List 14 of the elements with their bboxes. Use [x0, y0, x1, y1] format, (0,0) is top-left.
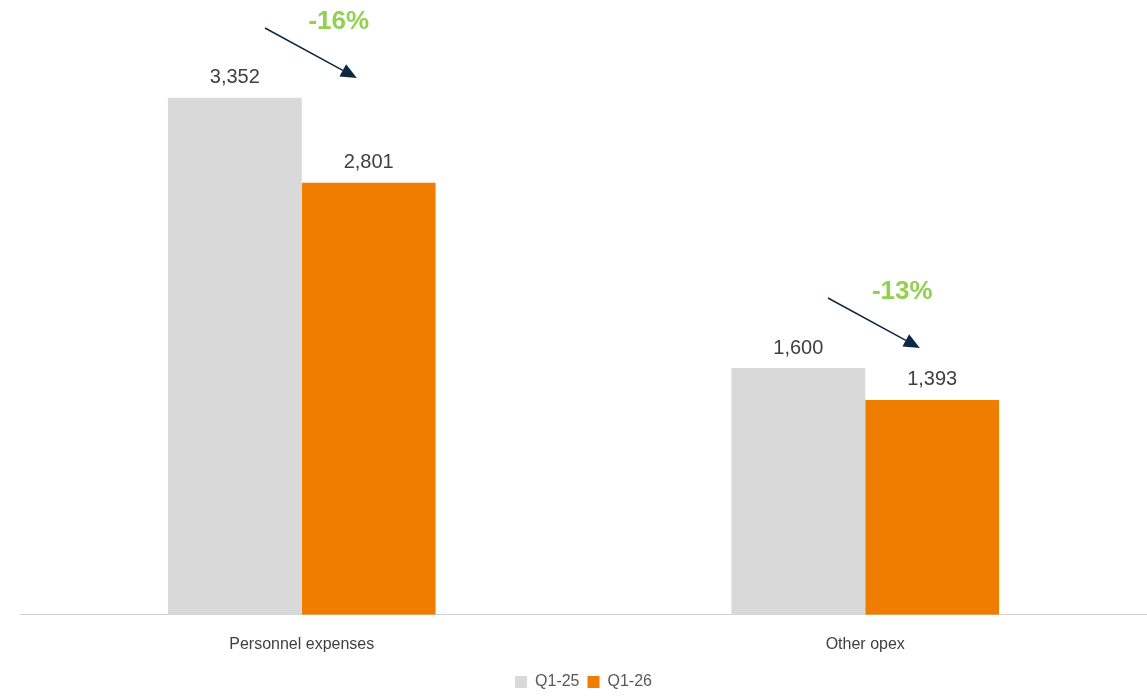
bar	[167, 97, 302, 615]
data-label: 1,393	[907, 367, 958, 390]
annotation: -13%	[871, 275, 933, 307]
x-tick-label: Personnel expenses	[229, 634, 375, 652]
x-tick-label: Other opex	[825, 634, 905, 652]
data-label: 1,600	[773, 335, 824, 358]
data-label: 3,352	[209, 65, 260, 88]
legend-label: Q1-26	[607, 672, 653, 690]
data-label: 2,801	[343, 150, 394, 173]
bar	[865, 399, 1000, 615]
text: -16%	[308, 4, 370, 36]
bar	[301, 182, 436, 615]
bar	[731, 368, 866, 615]
legend-label: Q1-25	[535, 672, 580, 690]
